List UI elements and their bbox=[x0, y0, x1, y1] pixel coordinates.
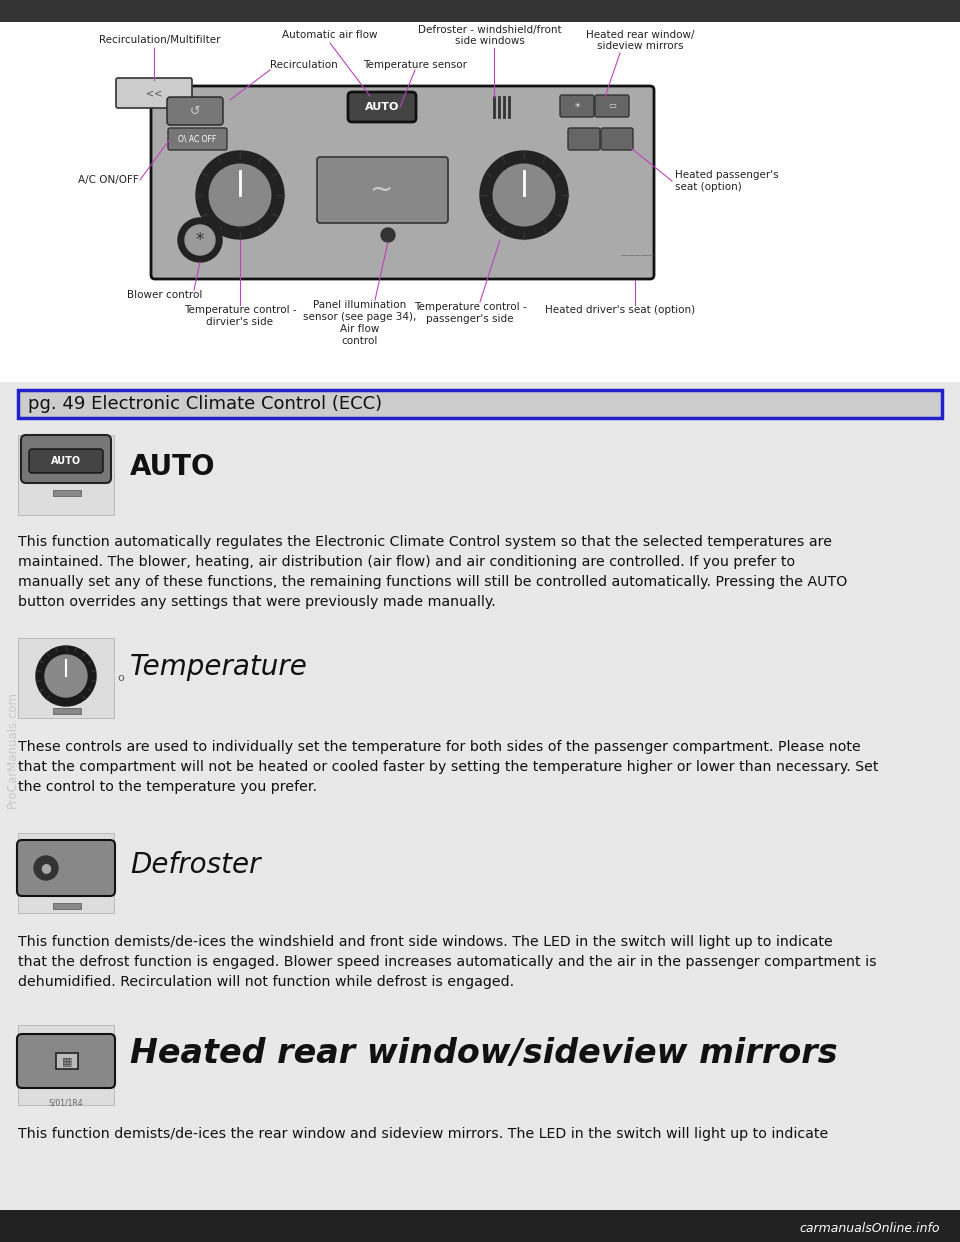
FancyBboxPatch shape bbox=[151, 86, 654, 279]
Text: <<: << bbox=[146, 88, 162, 98]
Text: Heated passenger's: Heated passenger's bbox=[675, 170, 779, 180]
Bar bbox=[18, 833, 114, 913]
Text: Defroster - windshield/front: Defroster - windshield/front bbox=[419, 25, 562, 35]
FancyBboxPatch shape bbox=[17, 840, 115, 895]
Text: ▦: ▦ bbox=[61, 1056, 72, 1066]
Circle shape bbox=[381, 229, 395, 242]
Text: Temperature control -: Temperature control - bbox=[183, 306, 297, 315]
Circle shape bbox=[45, 655, 87, 697]
Text: Automatic air flow: Automatic air flow bbox=[282, 30, 377, 40]
FancyBboxPatch shape bbox=[21, 435, 111, 483]
Text: *: * bbox=[196, 231, 204, 248]
FancyBboxPatch shape bbox=[595, 94, 629, 117]
Text: Panel illumination: Panel illumination bbox=[313, 301, 407, 310]
Text: A/C ON/OFF: A/C ON/OFF bbox=[78, 175, 138, 185]
Text: seat (option): seat (option) bbox=[675, 183, 742, 193]
Circle shape bbox=[209, 164, 271, 226]
FancyBboxPatch shape bbox=[167, 97, 223, 125]
Text: o: o bbox=[117, 673, 124, 683]
FancyBboxPatch shape bbox=[560, 94, 594, 117]
Bar bbox=[18, 638, 114, 718]
Bar bbox=[53, 708, 81, 714]
FancyBboxPatch shape bbox=[317, 156, 448, 224]
Text: —————: ————— bbox=[620, 252, 656, 258]
Text: O\ AC OFF: O\ AC OFF bbox=[178, 134, 216, 144]
Circle shape bbox=[480, 152, 568, 238]
Bar bbox=[56, 1053, 78, 1069]
Text: Defroster: Defroster bbox=[130, 851, 260, 879]
Text: AUTO: AUTO bbox=[365, 102, 399, 112]
Circle shape bbox=[36, 646, 96, 705]
Text: dirvier's side: dirvier's side bbox=[206, 317, 274, 327]
Bar bbox=[0, 22, 960, 383]
Text: Temperature: Temperature bbox=[130, 653, 308, 681]
Circle shape bbox=[493, 164, 555, 226]
Text: AUTO: AUTO bbox=[51, 456, 81, 466]
Text: This function demists/de-ices the rear window and sideview mirrors. The LED in t: This function demists/de-ices the rear w… bbox=[18, 1126, 828, 1141]
Bar bbox=[18, 435, 114, 515]
Text: pg. 49 Electronic Climate Control (ECC): pg. 49 Electronic Climate Control (ECC) bbox=[28, 395, 382, 414]
FancyBboxPatch shape bbox=[601, 128, 633, 150]
Bar bbox=[0, 1210, 960, 1242]
Text: Temperature control -: Temperature control - bbox=[414, 302, 526, 312]
FancyBboxPatch shape bbox=[348, 92, 416, 122]
Text: passenger's side: passenger's side bbox=[426, 314, 514, 324]
Bar bbox=[53, 903, 81, 909]
Text: ↺: ↺ bbox=[190, 104, 201, 118]
Circle shape bbox=[196, 152, 284, 238]
Text: sensor (see page 34),: sensor (see page 34), bbox=[303, 312, 417, 322]
Bar bbox=[18, 1025, 114, 1105]
FancyBboxPatch shape bbox=[168, 128, 227, 150]
Text: sideview mirrors: sideview mirrors bbox=[597, 41, 684, 51]
Text: carmanualsOnline.info: carmanualsOnline.info bbox=[800, 1221, 940, 1235]
Text: side windows: side windows bbox=[455, 36, 525, 46]
Bar bbox=[18, 390, 942, 419]
FancyBboxPatch shape bbox=[116, 78, 192, 108]
Text: S/01/1R4: S/01/1R4 bbox=[49, 1099, 84, 1108]
Circle shape bbox=[178, 219, 222, 262]
Bar bbox=[53, 491, 81, 496]
Bar bbox=[0, 0, 960, 22]
Text: ▭: ▭ bbox=[608, 102, 616, 111]
Text: ProCarManuals.com: ProCarManuals.com bbox=[6, 692, 18, 809]
Bar bbox=[0, 1210, 960, 1242]
Text: Blower control: Blower control bbox=[128, 289, 203, 301]
Text: Heated driver's seat (option): Heated driver's seat (option) bbox=[545, 306, 695, 315]
Text: Heated rear window/sideview mirrors: Heated rear window/sideview mirrors bbox=[130, 1037, 838, 1071]
FancyBboxPatch shape bbox=[29, 450, 103, 473]
Text: Temperature sensor: Temperature sensor bbox=[363, 60, 467, 70]
FancyBboxPatch shape bbox=[568, 128, 600, 150]
Text: Heated rear window/: Heated rear window/ bbox=[586, 30, 694, 40]
Text: Recirculation: Recirculation bbox=[270, 60, 338, 70]
Circle shape bbox=[34, 856, 58, 881]
Text: AUTO: AUTO bbox=[130, 453, 215, 481]
Text: control: control bbox=[342, 337, 378, 347]
FancyBboxPatch shape bbox=[17, 1035, 115, 1088]
Text: ~: ~ bbox=[371, 176, 394, 204]
Text: ☀: ☀ bbox=[573, 102, 581, 111]
Text: ●: ● bbox=[40, 862, 52, 874]
Text: These controls are used to individually set the temperature for both sides of th: These controls are used to individually … bbox=[18, 740, 878, 794]
Circle shape bbox=[185, 225, 215, 255]
Text: Air flow: Air flow bbox=[340, 324, 380, 334]
Text: This function demists/de-ices the windshield and front side windows. The LED in : This function demists/de-ices the windsh… bbox=[18, 935, 876, 989]
Text: This function automatically regulates the Electronic Climate Control system so t: This function automatically regulates th… bbox=[18, 535, 848, 609]
Text: Recirculation/Multifilter: Recirculation/Multifilter bbox=[99, 35, 221, 45]
